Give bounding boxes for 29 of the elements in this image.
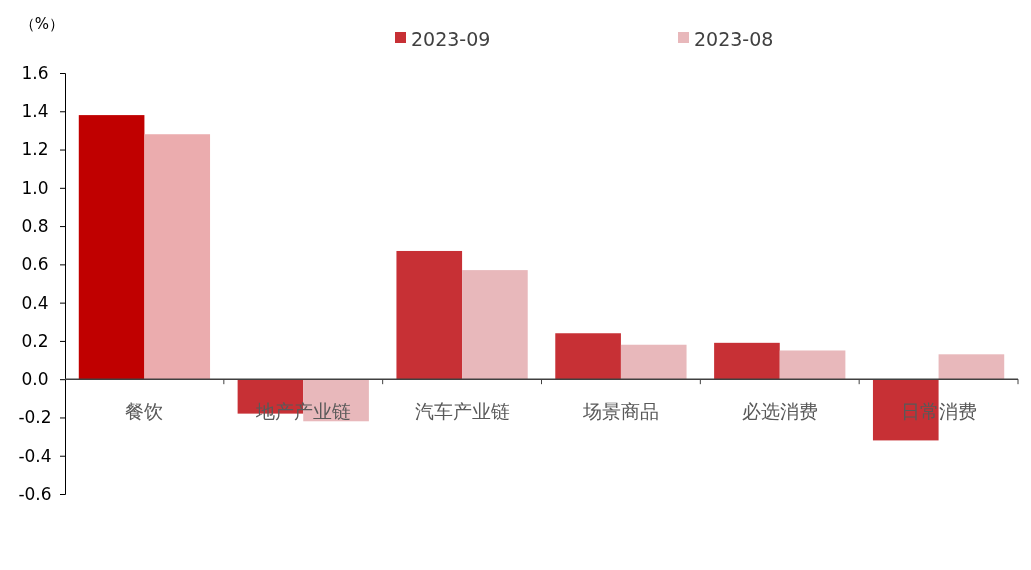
y-tick-label: 0.2 <box>21 330 49 351</box>
x-tick-label: 场景商品 <box>581 400 659 423</box>
y-tick-label: 1.2 <box>21 139 49 160</box>
y-tick-label: -0.4 <box>18 445 52 466</box>
y-tick-label: 0.8 <box>21 216 49 237</box>
y-tick-label: 0.0 <box>21 369 49 390</box>
bar <box>872 379 939 441</box>
y-tick-label: 0.4 <box>21 292 49 313</box>
bar <box>555 333 621 380</box>
y-axis-title: （%） <box>19 15 65 33</box>
bar <box>714 342 780 380</box>
x-tick-label: 必选消费 <box>741 400 818 423</box>
bar <box>78 115 145 380</box>
y-tick-label: -0.6 <box>18 483 52 504</box>
y-tick-label: 1.0 <box>21 177 49 198</box>
bar <box>938 354 1005 380</box>
bar <box>779 350 846 380</box>
y-tick-label: 1.4 <box>21 101 49 122</box>
y-tick-label: 0.6 <box>21 254 49 275</box>
bar <box>144 134 211 380</box>
x-tick-label: 餐饮 <box>125 400 164 423</box>
bar <box>396 250 463 380</box>
bar <box>462 270 528 380</box>
legend-label: 2023-08 <box>694 28 774 50</box>
legend-label: 2023-09 <box>411 28 491 50</box>
y-tick-label: 1.6 <box>21 62 49 83</box>
y-tick-label: -0.2 <box>18 407 52 428</box>
x-tick-label: 汽车产业链 <box>414 400 510 423</box>
bar <box>620 344 687 380</box>
